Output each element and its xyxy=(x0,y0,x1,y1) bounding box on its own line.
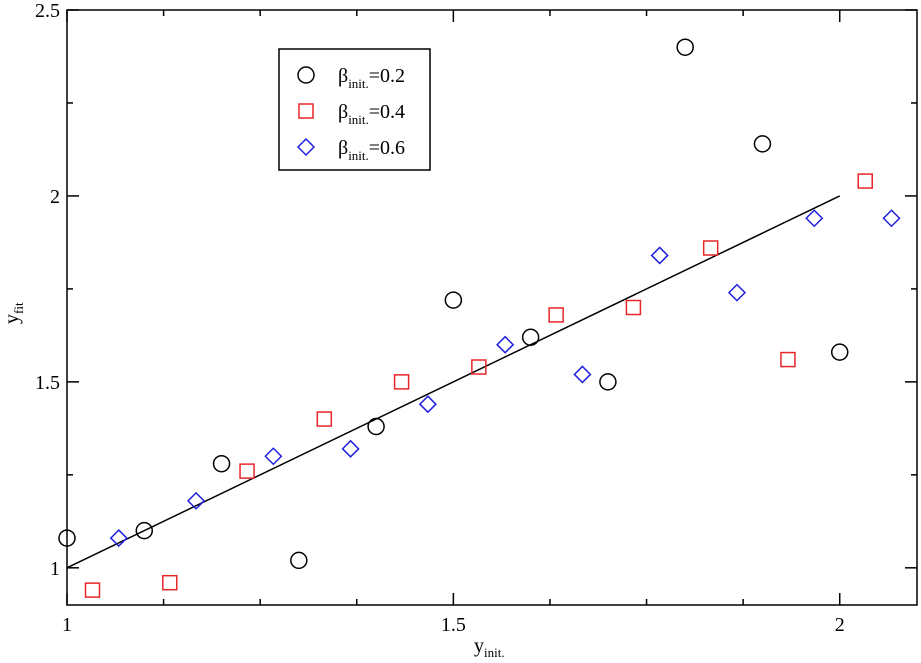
data-points xyxy=(58,38,901,598)
series-3-point xyxy=(496,335,515,354)
legend-marker-3 xyxy=(296,137,316,157)
plot-frame xyxy=(66,9,918,606)
series-3-point xyxy=(650,246,669,265)
series-2-point xyxy=(702,240,719,256)
legend-label-3: βinit.=0.6 xyxy=(338,137,405,163)
series-1-point xyxy=(444,291,463,309)
series-3-point xyxy=(341,439,360,458)
series-1-point xyxy=(290,551,308,570)
legend-items: βinit.=0.2 βinit.=0.4 βinit.=0.6 xyxy=(296,65,405,163)
series-1-point xyxy=(135,521,154,540)
legend-marker-1 xyxy=(297,66,315,84)
series-3-point xyxy=(418,395,437,414)
x-tick-label: 1 xyxy=(62,614,72,636)
series-2-point xyxy=(393,374,410,390)
series-2-point xyxy=(471,359,487,375)
series-1-point xyxy=(212,454,231,473)
x-tick-label: 1.5 xyxy=(441,614,466,636)
series-3-point xyxy=(109,529,128,548)
series-3-point xyxy=(805,209,824,228)
series-2-point xyxy=(239,463,255,479)
series-2-point xyxy=(84,582,101,598)
y-tick-label: 2 xyxy=(50,186,60,208)
series-1-point xyxy=(599,373,617,391)
y-tick-label: 1.5 xyxy=(35,372,60,394)
series-1-point xyxy=(367,417,385,436)
x-tick-label: 2 xyxy=(835,614,845,636)
series-1-point xyxy=(830,343,849,361)
y-tick-label: 2.5 xyxy=(35,0,60,22)
tick-labels: 1 1.5 2 1 1.5 2 2.5 xyxy=(35,0,845,636)
legend-box xyxy=(278,48,431,171)
series-2-point xyxy=(548,307,564,323)
series-3-point xyxy=(727,283,747,302)
reference-line xyxy=(66,195,841,569)
series-2-point xyxy=(857,173,873,189)
series-2-point xyxy=(162,574,178,591)
series-3-point xyxy=(882,209,901,228)
series-1-point xyxy=(676,38,694,56)
series-1-point xyxy=(521,328,540,346)
series-2-point xyxy=(780,351,796,368)
series-3-point xyxy=(573,365,592,384)
y-tick-label: 1 xyxy=(50,558,60,580)
legend-marker-2 xyxy=(298,103,314,119)
series-2-point xyxy=(625,299,642,316)
series-1-point xyxy=(753,135,772,153)
legend: βinit.=0.2 βinit.=0.4 βinit.=0.6 xyxy=(278,48,431,171)
series-2-point xyxy=(316,411,333,427)
series-3-point xyxy=(186,491,206,510)
x-axis-label: yinit. xyxy=(474,635,505,660)
y-axis-label: yfit xyxy=(1,302,26,324)
series-3-point xyxy=(264,447,283,466)
axis-ticks xyxy=(66,9,917,605)
legend-label-1: βinit.=0.2 xyxy=(338,65,405,91)
series-1-point xyxy=(58,529,76,547)
legend-label-2: βinit.=0.4 xyxy=(338,101,405,127)
